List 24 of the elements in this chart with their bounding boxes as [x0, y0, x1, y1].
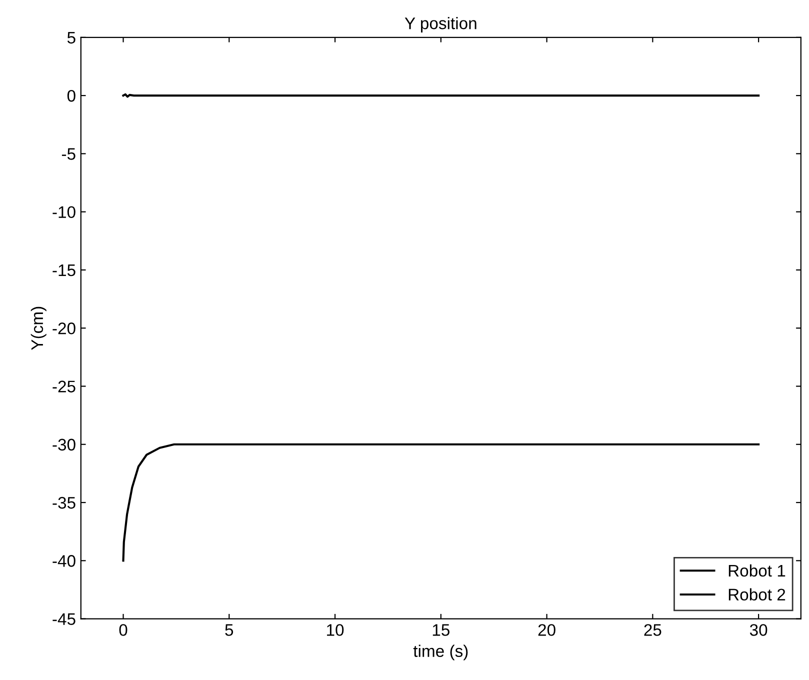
- y-tick-label: -20: [52, 322, 76, 334]
- y-tick-label: -10: [52, 206, 76, 218]
- y-tick-label: -30: [52, 438, 76, 451]
- x-tick-label: 30: [750, 624, 768, 636]
- x-tick-label: 25: [644, 624, 662, 636]
- y-tick-label: -40: [52, 555, 76, 567]
- y-tick-label: -35: [52, 496, 76, 509]
- x-tick-label: 5: [225, 624, 234, 636]
- y-axis-title: Y(cm): [30, 306, 46, 350]
- y-tick-label: -15: [52, 264, 76, 276]
- chart-title: Y position: [404, 16, 476, 33]
- x-axis-title: time (s): [413, 644, 468, 660]
- legend-label: Robot 1: [728, 564, 786, 577]
- x-tick-label: 20: [538, 624, 556, 636]
- y-tick-label: -5: [62, 148, 76, 160]
- x-tick-label: 10: [327, 624, 344, 636]
- y-tick-label: 5: [67, 32, 76, 44]
- y-tick-label: -45: [52, 613, 76, 626]
- x-tick-label: 15: [432, 624, 450, 636]
- legend-label: Robot 2: [728, 588, 786, 601]
- x-tick-label: 0: [119, 624, 128, 636]
- line-series: [122, 443, 760, 562]
- y-tick-label: 0: [67, 90, 76, 102]
- y-tick-label: -25: [52, 380, 76, 392]
